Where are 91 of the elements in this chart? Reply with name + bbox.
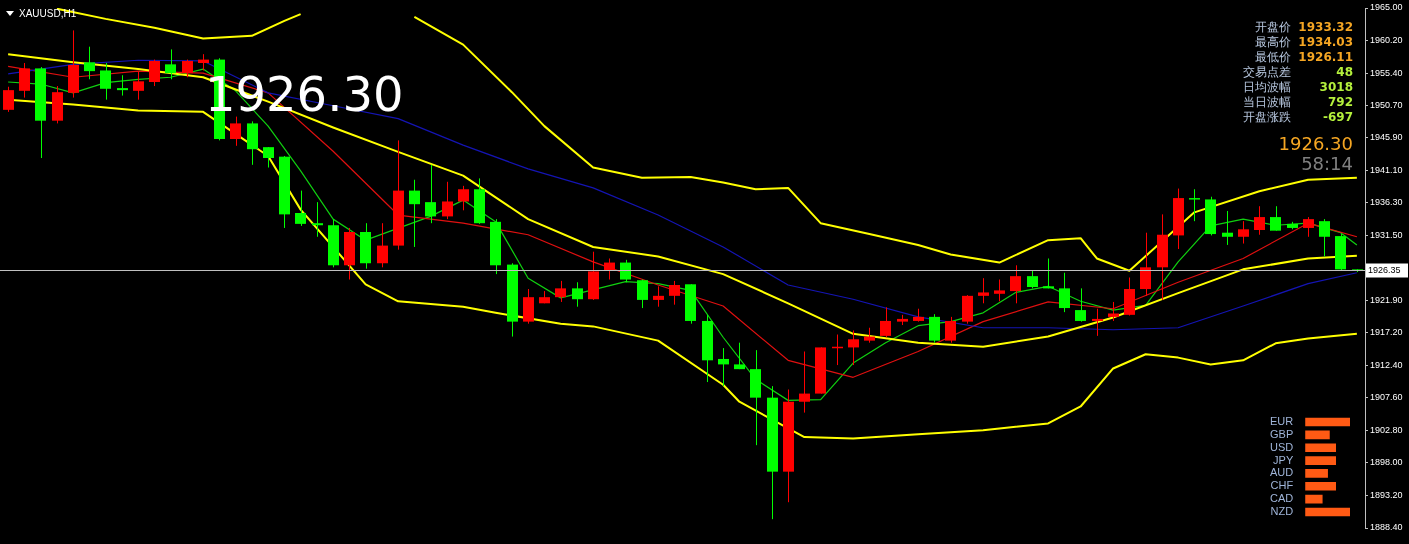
candlestick — [880, 306, 891, 338]
candlestick — [637, 279, 648, 309]
candlestick — [165, 48, 176, 80]
candlestick — [604, 258, 615, 281]
y-tick-label: 1945.90 — [1370, 132, 1403, 143]
candlestick — [3, 86, 14, 113]
candlestick — [572, 281, 583, 308]
y-tick-label: 1888.40 — [1370, 522, 1403, 533]
bar — [1305, 494, 1323, 504]
candlestick — [994, 279, 1005, 302]
candlestick — [1092, 308, 1103, 337]
y-tick-label: 1955.40 — [1370, 67, 1403, 78]
candlestick — [848, 329, 859, 366]
candlestick — [312, 201, 323, 238]
y-tick-label: 1893.20 — [1370, 489, 1403, 500]
y-tick-label: 1921.90 — [1370, 295, 1403, 306]
text: 日均波幅 3018 — [1243, 80, 1353, 94]
y-tick-label: GBP — [1270, 427, 1294, 440]
y-tick-label: AUD — [1270, 466, 1294, 479]
candlestick — [409, 179, 420, 248]
bar — [1305, 417, 1350, 427]
candlestick — [978, 277, 989, 304]
bar — [1305, 443, 1336, 453]
y-tick-label: EUR — [1270, 415, 1294, 428]
text: 当日波幅 792 — [1243, 95, 1353, 109]
y-tick-label: JPY — [1273, 453, 1294, 466]
candlestick — [799, 351, 810, 414]
candlestick — [1238, 220, 1249, 245]
candlestick — [1010, 264, 1021, 304]
annotation: 最高价 1934.03 — [1254, 35, 1353, 50]
candlestick — [945, 316, 956, 344]
annotation: 1926.30 — [1278, 133, 1353, 155]
annotation: 最低价 1926.11 — [1254, 50, 1353, 65]
annotation: 58:14 — [1301, 153, 1353, 175]
candlestick — [263, 146, 274, 169]
y-tick-label: 1907.60 — [1370, 392, 1403, 403]
candlestick — [1059, 272, 1070, 313]
candlestick — [425, 164, 436, 224]
y-tick-label: 1902.80 — [1370, 424, 1403, 435]
y-tick-label: USD — [1270, 440, 1294, 453]
candlestick — [1027, 269, 1038, 289]
bar — [1305, 507, 1350, 517]
candlestick — [1319, 218, 1330, 257]
y-tick-label: 1941.10 — [1370, 164, 1403, 175]
candlestick — [1075, 287, 1086, 323]
y-tick-label: 1950.70 — [1370, 99, 1403, 110]
candlestick — [929, 313, 940, 344]
chart-title: XAUUSD,H1 — [19, 7, 77, 19]
candlestick — [19, 62, 30, 99]
annotation: 开盘价 1933.32 — [1254, 20, 1353, 35]
bar — [1305, 430, 1330, 440]
candlestick — [734, 342, 745, 370]
y-tick-label: 1936.30 — [1370, 197, 1403, 208]
candlestick — [1140, 232, 1151, 297]
candlestick — [377, 222, 388, 268]
candlestick — [1043, 258, 1054, 289]
candlestick — [100, 62, 111, 101]
candlestick — [133, 71, 144, 101]
candlestick — [718, 347, 729, 387]
candlestick — [653, 285, 664, 308]
bar — [1305, 469, 1328, 478]
candlestick — [1189, 188, 1200, 222]
candlestick — [458, 185, 469, 211]
y-tick-label: CAD — [1270, 492, 1294, 505]
candlestick — [555, 280, 566, 303]
bar — [1305, 481, 1336, 491]
candlestick — [1108, 301, 1119, 322]
y-tick-label: CHF — [1270, 479, 1294, 492]
y-tick-label: 1912.40 — [1370, 359, 1403, 370]
bar — [1305, 456, 1336, 465]
y-tick-label: 1965.00 — [1370, 2, 1403, 13]
ref-line-label: 1926.35 — [1368, 265, 1401, 276]
text: 交易点差 48 — [1243, 65, 1353, 79]
candlestick — [442, 181, 453, 220]
y-tick-label: 1917.20 — [1370, 326, 1403, 337]
candlestick — [230, 116, 241, 147]
candlestick — [295, 190, 306, 227]
candlestick — [1254, 205, 1265, 236]
candlestick — [620, 259, 631, 283]
candlestick — [84, 46, 95, 80]
candlestick — [1270, 205, 1281, 232]
y-tick-label: 1898.00 — [1370, 457, 1403, 468]
y-tick-label: 1931.50 — [1370, 229, 1403, 240]
candlestick — [117, 74, 128, 97]
candlestick — [1222, 210, 1233, 246]
y-tick-label: 1960.20 — [1370, 35, 1403, 46]
candlestick — [1303, 216, 1314, 238]
y-tick-label: NZD — [1270, 505, 1294, 518]
candlestick — [149, 59, 160, 87]
candlestick — [669, 280, 680, 306]
text: 开盘涨跌 -697 — [1243, 110, 1353, 124]
